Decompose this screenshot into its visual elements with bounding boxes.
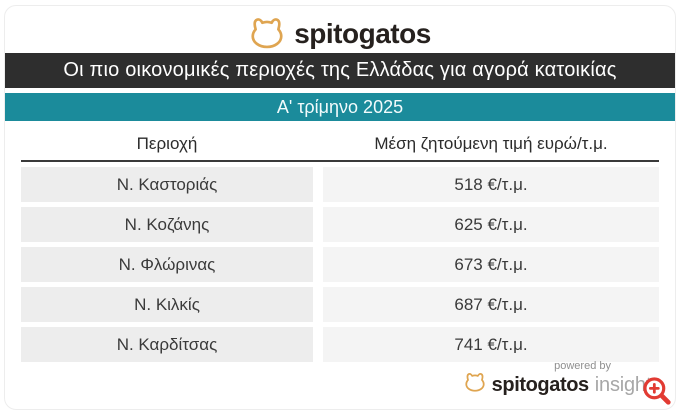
price-cell: 518 €/τ.μ. (323, 167, 659, 202)
header-divider (21, 160, 659, 162)
column-gap (313, 247, 323, 282)
table-row: Ν. Κιλκίς 687 €/τ.μ. (21, 287, 659, 322)
footer-attribution: powered by spitogatos insights (464, 360, 661, 397)
price-cell: 625 €/τ.μ. (323, 207, 659, 242)
table-row: Ν. Καρδίτσας 741 €/τ.μ. (21, 327, 659, 362)
table-header-row: Περιοχή Μέση ζητούμενη τιμή ευρώ/τ.μ. (21, 130, 659, 158)
zoom-in-icon[interactable] (641, 375, 673, 407)
area-cell: Ν. Φλώρινας (21, 247, 313, 282)
brand-logo: spitogatos (5, 6, 675, 53)
infographic-card: spitogatos Οι πιο οικονομικές περιοχές τ… (4, 5, 676, 410)
price-cell: 673 €/τ.μ. (323, 247, 659, 282)
table-body: Ν. Καστοριάς 518 €/τ.μ. Ν. Κοζάνης 625 €/τ.… (21, 167, 659, 362)
area-cell: Ν. Καστοριάς (21, 167, 313, 202)
price-table: Περιοχή Μέση ζητούμενη τιμή ευρώ/τ.μ. Ν.… (21, 130, 659, 362)
table-row: Ν. Κοζάνης 625 €/τ.μ. (21, 207, 659, 242)
column-gap (313, 327, 323, 362)
table-row: Ν. Καστοριάς 518 €/τ.μ. (21, 167, 659, 202)
area-cell: Ν. Καρδίτσας (21, 327, 313, 362)
footer-brand-name: spitogatos (491, 373, 590, 396)
footer-logo: spitogatos insights (464, 373, 661, 397)
column-gap (313, 167, 323, 202)
period-bar: Α' τρίμηνο 2025 (5, 93, 675, 121)
period-text: Α' τρίμηνο 2025 (276, 96, 404, 117)
price-cell: 687 €/τ.μ. (323, 287, 659, 322)
title-text: Οι πιο οικονομικές περιοχές της Ελλάδας … (63, 59, 617, 81)
brand-name: spitogatos (294, 17, 431, 49)
powered-by-label: powered by (554, 360, 611, 372)
column-gap (313, 207, 323, 242)
title-bar: Οι πιο οικονομικές περιοχές της Ελλάδας … (5, 53, 675, 88)
spitogatos-cat-icon (464, 373, 486, 397)
table-row: Ν. Φλώρινας 673 €/τ.μ. (21, 247, 659, 282)
area-cell: Ν. Κιλκίς (21, 287, 313, 322)
column-gap (313, 287, 323, 322)
spitogatos-cat-icon (249, 18, 285, 49)
price-cell: 741 €/τ.μ. (323, 327, 659, 362)
area-cell: Ν. Κοζάνης (21, 207, 313, 242)
column-header-area: Περιοχή (136, 134, 198, 153)
column-header-price: Μέση ζητούμενη τιμή ευρώ/τ.μ. (374, 134, 608, 153)
